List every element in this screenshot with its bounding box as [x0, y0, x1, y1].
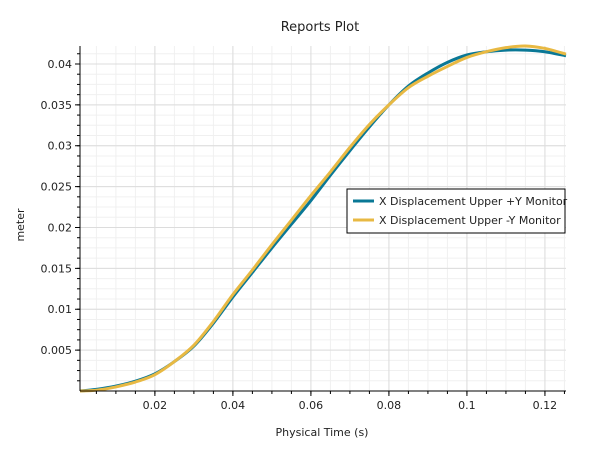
x-tick-label: 0.12	[533, 399, 558, 412]
legend: X Displacement Upper +Y Monitor X Displa…	[346, 188, 568, 234]
y-tick-label: 0.04	[48, 58, 73, 71]
x-tick-label: 0.04	[221, 399, 246, 412]
y-tick-label: 0.03	[48, 140, 73, 153]
x-tick-label: 0.06	[299, 399, 324, 412]
axes: 0.02 0.04 0.06 0.08 0.1 0.12 0.005 0.01 0.015 0.0…	[41, 46, 566, 412]
legend-label-plus-y: X Displacement Upper +Y Monitor	[379, 195, 568, 208]
series-group	[79, 44, 567, 393]
series-line-minus-y	[79, 44, 567, 393]
legend-box	[346, 188, 566, 234]
y-tick-label: 0.025	[41, 181, 73, 194]
legend-label-minus-y: X Displacement Upper -Y Monitor	[379, 214, 561, 227]
y-tick-label: 0.005	[41, 344, 73, 357]
x-tick-label: 0.1	[458, 399, 476, 412]
x-axis-label: Physical Time (s)	[276, 426, 369, 439]
y-axis-label: meter	[14, 208, 27, 242]
grid	[80, 46, 566, 391]
x-tick-label: 0.02	[143, 399, 168, 412]
x-tick-label: 0.08	[377, 399, 402, 412]
y-tick-label: 0.015	[41, 262, 73, 275]
chart-title: Reports Plot	[281, 20, 360, 35]
y-tick-label: 0.02	[48, 221, 73, 234]
y-tick-label: 0.01	[48, 303, 73, 316]
y-tick-label: 0.035	[41, 99, 73, 112]
